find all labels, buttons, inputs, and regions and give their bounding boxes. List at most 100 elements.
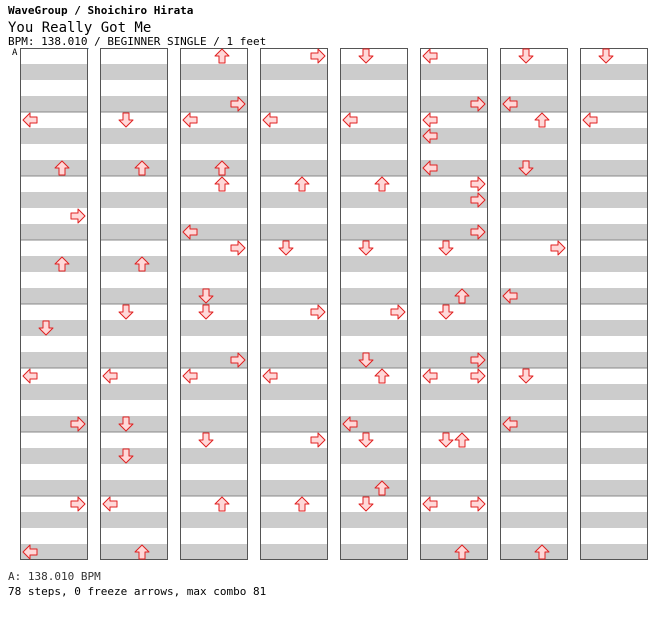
beat-stripe <box>20 288 88 304</box>
beat-stripe <box>260 480 328 496</box>
beat-stripe <box>100 512 168 528</box>
up-arrow-note <box>374 176 390 192</box>
right-arrow-note <box>470 176 486 192</box>
beat-stripe <box>20 384 88 400</box>
beat-stripe <box>260 96 328 112</box>
left-arrow-note <box>342 416 358 432</box>
beat-stripe <box>260 320 328 336</box>
up-arrow-note <box>534 544 550 560</box>
beat-stripe <box>180 224 248 240</box>
left-arrow-note <box>22 368 38 384</box>
beat-stripe <box>420 480 488 496</box>
beat-stripe <box>340 160 408 176</box>
left-arrow-note <box>422 112 438 128</box>
left-arrow-note <box>422 48 438 64</box>
beat-stripe <box>500 352 568 368</box>
beat-stripe <box>180 160 248 176</box>
right-arrow-note <box>550 240 566 256</box>
beat-stripe <box>420 544 488 560</box>
down-arrow-note <box>278 240 294 256</box>
beat-stripe <box>500 160 568 176</box>
beat-stripe <box>20 192 88 208</box>
column-border <box>100 48 168 560</box>
beat-stripe <box>340 352 408 368</box>
chart-column <box>100 48 168 560</box>
beat-stripe <box>100 256 168 272</box>
beat-stripe <box>20 160 88 176</box>
right-arrow-note <box>70 496 86 512</box>
beat-stripe <box>420 96 488 112</box>
beat-stripe <box>580 512 648 528</box>
beat-stripe <box>100 384 168 400</box>
right-arrow-note <box>230 240 246 256</box>
down-arrow-note <box>118 304 134 320</box>
left-arrow-note <box>422 160 438 176</box>
up-arrow-note <box>214 496 230 512</box>
beat-stripe <box>260 416 328 432</box>
up-arrow-note <box>454 544 470 560</box>
beat-stripe <box>500 128 568 144</box>
beat-stripe <box>100 416 168 432</box>
down-arrow-note <box>438 304 454 320</box>
left-arrow-note <box>582 112 598 128</box>
beat-stripe <box>180 544 248 560</box>
beat-stripe <box>340 480 408 496</box>
beat-stripe <box>260 288 328 304</box>
beat-stripe <box>580 320 648 336</box>
left-arrow-note <box>102 496 118 512</box>
beat-stripe <box>100 192 168 208</box>
beat-stripe <box>500 288 568 304</box>
down-arrow-note <box>198 288 214 304</box>
beat-stripe <box>580 128 648 144</box>
beat-stripe <box>420 256 488 272</box>
down-arrow-note <box>38 320 54 336</box>
up-arrow-note <box>134 160 150 176</box>
beat-stripe <box>500 448 568 464</box>
beat-stripe <box>20 64 88 80</box>
beat-stripe <box>580 224 648 240</box>
beat-stripe <box>180 512 248 528</box>
down-arrow-note <box>198 304 214 320</box>
up-arrow-note <box>214 48 230 64</box>
right-arrow-note <box>230 352 246 368</box>
beat-stripe <box>260 448 328 464</box>
up-arrow-note <box>294 176 310 192</box>
beat-stripe <box>20 512 88 528</box>
beat-stripe <box>20 96 88 112</box>
column-border <box>340 48 408 560</box>
beat-stripe <box>500 192 568 208</box>
left-arrow-note <box>262 368 278 384</box>
beat-stripe <box>20 256 88 272</box>
down-arrow-note <box>358 240 374 256</box>
down-arrow-note <box>518 160 534 176</box>
column-border <box>20 48 88 560</box>
beat-stripe <box>20 128 88 144</box>
beat-stripe <box>260 128 328 144</box>
footer-stats-line: 78 steps, 0 freeze arrows, max combo 81 <box>8 585 267 598</box>
beat-stripe <box>180 192 248 208</box>
down-arrow-note <box>438 432 454 448</box>
up-arrow-note <box>54 256 70 272</box>
beat-stripe <box>100 64 168 80</box>
beat-stripe <box>260 64 328 80</box>
beat-stripe <box>580 96 648 112</box>
beat-stripe <box>580 480 648 496</box>
beat-stripe <box>260 160 328 176</box>
beat-stripe <box>100 480 168 496</box>
beat-stripe <box>500 416 568 432</box>
beat-stripe <box>20 320 88 336</box>
down-arrow-note <box>118 448 134 464</box>
down-arrow-note <box>118 416 134 432</box>
beat-stripe <box>500 96 568 112</box>
beat-stripe <box>260 352 328 368</box>
beat-stripe <box>180 256 248 272</box>
beat-stripe <box>100 544 168 560</box>
right-arrow-note <box>310 304 326 320</box>
left-arrow-note <box>502 288 518 304</box>
beat-stripe <box>20 224 88 240</box>
down-arrow-note <box>438 240 454 256</box>
right-arrow-note <box>230 96 246 112</box>
beat-stripe <box>500 512 568 528</box>
beat-stripe <box>100 288 168 304</box>
beat-stripe <box>260 544 328 560</box>
